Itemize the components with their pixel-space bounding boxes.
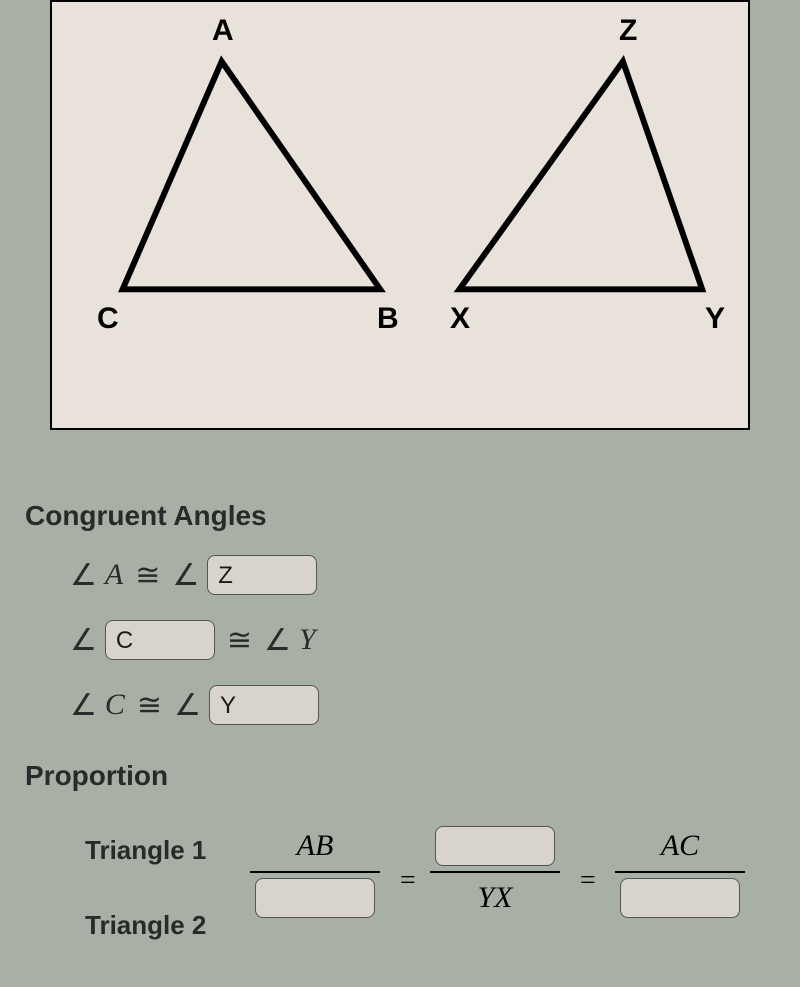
angle-symbol: ∠	[70, 558, 97, 593]
vertex-label-y: Y	[705, 302, 725, 336]
triangle-acb	[123, 61, 381, 289]
congruent-symbol: ≅	[137, 688, 162, 723]
congruent-row-3: ∠ C ≅ ∠ Y	[70, 685, 319, 725]
frac2-denom: YX	[477, 881, 512, 915]
frac1-numer: AB	[297, 829, 334, 863]
angle-c-label: C	[105, 688, 125, 722]
fraction-bar	[430, 871, 560, 873]
angle-symbol: ∠	[70, 688, 97, 723]
angle-symbol: ∠	[70, 623, 97, 658]
fraction-bar	[615, 871, 745, 873]
fraction-bar	[250, 871, 380, 873]
angle-a-label: A	[105, 558, 123, 592]
proportion-heading: Proportion	[25, 760, 168, 792]
triangles-svg	[52, 2, 748, 428]
congruent-symbol: ≅	[227, 623, 252, 658]
frac2-numer-input[interactable]	[435, 826, 555, 866]
congruent-heading: Congruent Angles	[25, 500, 267, 532]
triangle2-label: Triangle 2	[85, 910, 206, 941]
angle-symbol: ∠	[174, 688, 201, 723]
frac1-denom-input[interactable]	[255, 878, 375, 918]
fraction-1: AB	[250, 825, 380, 919]
congruent-row-2: ∠ C ≅ ∠ Y	[70, 620, 316, 660]
vertex-label-x: X	[450, 302, 470, 336]
triangle-zxy	[459, 61, 702, 289]
equals-1: =	[400, 865, 416, 897]
vertex-label-a: A	[212, 14, 234, 48]
vertex-label-b: B	[377, 302, 399, 336]
frac3-numer: AC	[661, 829, 699, 863]
angle-input-z[interactable]: Z	[207, 555, 317, 595]
diagram-frame: A C B Z X Y	[50, 0, 750, 430]
angle-input-c[interactable]: C	[105, 620, 215, 660]
equals-2: =	[580, 865, 596, 897]
congruent-row-1: ∠ A ≅ ∠ Z	[70, 555, 317, 595]
fraction-2: YX	[430, 825, 560, 919]
congruent-symbol: ≅	[135, 558, 160, 593]
angle-input-y[interactable]: Y	[209, 685, 319, 725]
angle-symbol: ∠	[172, 558, 199, 593]
frac3-denom-input[interactable]	[620, 878, 740, 918]
angle-y-label: Y	[299, 623, 316, 657]
vertex-label-c: C	[97, 302, 119, 336]
angle-symbol: ∠	[264, 623, 291, 658]
triangle1-label: Triangle 1	[85, 835, 206, 866]
fraction-3: AC	[615, 825, 745, 919]
vertex-label-z: Z	[619, 14, 637, 48]
